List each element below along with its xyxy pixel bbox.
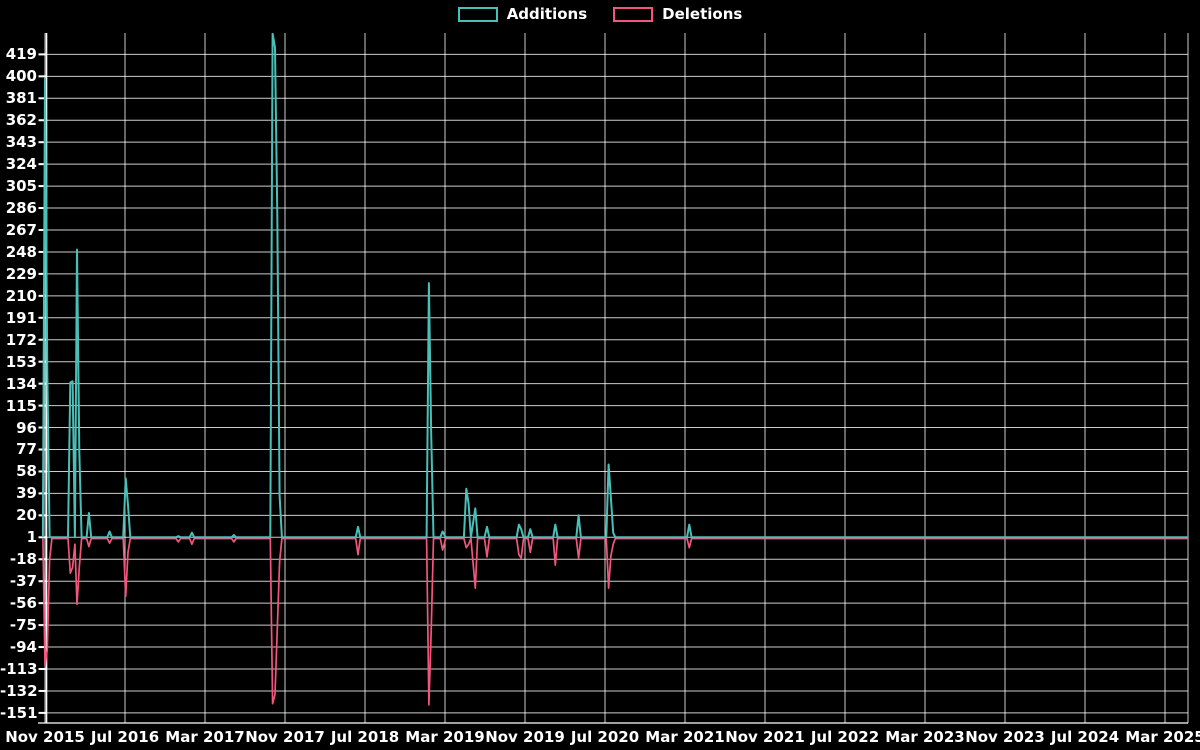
y-tick-label: 1 [26, 528, 37, 547]
y-tick-label: 286 [5, 199, 37, 218]
x-tick-label: Jul 2018 [330, 728, 400, 746]
x-tick-label: Mar 2023 [885, 728, 965, 746]
legend-label-deletions: Deletions [662, 5, 743, 23]
y-tick-label: 39 [16, 484, 37, 503]
x-tick-label: Nov 2019 [485, 728, 565, 746]
x-tick-label: Nov 2015 [5, 728, 85, 746]
y-tick-label: -75 [9, 616, 37, 635]
y-tick-label: 191 [5, 308, 37, 327]
y-tick-label: 324 [5, 155, 37, 174]
x-tick-label: Mar 2019 [405, 728, 485, 746]
y-tick-label: 362 [5, 111, 37, 130]
series-line-deletions [42, 537, 1188, 706]
y-tick-label: -113 [0, 660, 38, 678]
x-tick-label: Nov 2023 [965, 728, 1045, 746]
x-tick-label: Jul 2020 [570, 728, 640, 746]
y-tick-label: 20 [16, 506, 37, 525]
axes [38, 33, 1188, 724]
y-tick-label: 134 [5, 374, 37, 393]
y-tick-label: -94 [9, 638, 37, 657]
y-tick-label: 305 [5, 177, 37, 196]
deletions-swatch-icon [613, 7, 654, 22]
y-tick-label: 419 [5, 45, 37, 64]
y-tick-label: 343 [5, 133, 37, 152]
legend-item-additions[interactable]: Additions [457, 5, 588, 23]
legend-label-additions: Additions [506, 5, 588, 23]
x-tick-label: Mar 2017 [165, 728, 245, 746]
x-tick-label: Jul 2022 [810, 728, 880, 746]
x-tick-label: Nov 2021 [725, 728, 805, 746]
x-tick-label: Mar 2021 [645, 728, 725, 746]
y-tick-label: -132 [0, 681, 38, 700]
y-tick-label: -56 [9, 594, 37, 613]
y-tick-label: -18 [9, 550, 37, 569]
y-tick-label: 96 [16, 418, 37, 437]
y-tick-label: -151 [0, 703, 38, 722]
y-tick-label: -37 [9, 572, 37, 591]
y-tick-label: 153 [5, 352, 37, 371]
y-tick-label: 381 [5, 89, 37, 108]
gridlines [44, 33, 1189, 723]
legend-item-deletions[interactable]: Deletions [613, 7, 742, 22]
y-tick-label: 400 [5, 67, 37, 86]
y-tick-label: 267 [5, 220, 37, 239]
y-tick-label: 248 [5, 242, 37, 261]
y-tick-label: 77 [16, 440, 37, 459]
x-tick-label: Jul 2024 [1050, 728, 1120, 746]
y-tick-label: 172 [5, 330, 37, 349]
chart-legend: Additions Deletions [0, 7, 1200, 22]
y-tick-label: 210 [5, 286, 37, 305]
x-tick-label: Jul 2016 [90, 728, 160, 746]
series-lines [41, 33, 1188, 706]
additions-swatch-icon [457, 7, 498, 22]
x-tick-label: Mar 2025 [1125, 728, 1200, 746]
y-tick-label: 229 [5, 264, 37, 283]
series-line-additions [41, 33, 1188, 539]
x-tick-label: Nov 2017 [245, 728, 325, 746]
y-tick-label: 115 [5, 396, 37, 415]
y-tick-label: 58 [16, 462, 37, 481]
